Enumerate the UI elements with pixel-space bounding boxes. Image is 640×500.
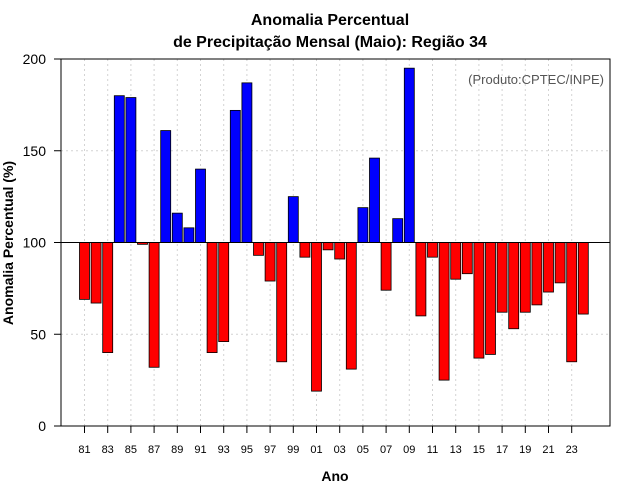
x-tick-label: 05 <box>357 444 369 456</box>
x-tick-label: 23 <box>566 444 578 456</box>
bar-2014 <box>461 242 473 275</box>
bar-2004 <box>345 242 357 370</box>
bar-2003 <box>334 242 346 260</box>
x-tick-label: 03 <box>334 444 346 456</box>
x-tick-label: 87 <box>148 444 160 456</box>
credit-label: (Produto:CPTEC/INPE) <box>468 72 604 87</box>
y-axis-title: Anomalia Percentual (%) <box>0 161 16 325</box>
bar-1998 <box>276 242 288 363</box>
y-tick-label: 100 <box>23 235 47 251</box>
x-tick-label: 09 <box>403 444 415 456</box>
x-tick-label: 11 <box>427 444 438 456</box>
y-tick-label: 150 <box>23 143 47 159</box>
bar-2002 <box>322 242 334 251</box>
x-tick-label: 07 <box>380 444 392 456</box>
x-tick-label: 89 <box>171 444 183 456</box>
x-tick-label: 17 <box>496 444 508 456</box>
x-tick-label: 95 <box>241 444 253 456</box>
bar-2017 <box>496 242 508 313</box>
bar-2012 <box>438 242 450 381</box>
bars <box>79 67 589 392</box>
bar-2018 <box>508 242 520 330</box>
bar-1996 <box>253 242 264 256</box>
bar-2015 <box>473 242 485 359</box>
y-axis: 0 50 100 150 200 <box>23 51 61 434</box>
bar-1989 <box>171 212 183 243</box>
bar-1984 <box>113 95 125 243</box>
bar-2007 <box>380 242 392 291</box>
bar-2005 <box>357 207 369 243</box>
x-tick-label: 97 <box>264 444 276 456</box>
x-tick-label: 91 <box>194 444 206 456</box>
bar-2001 <box>311 242 322 392</box>
x-tick-label: 15 <box>473 444 485 456</box>
bar-1987 <box>148 242 160 368</box>
bar-1991 <box>195 168 206 243</box>
x-tick-label: 13 <box>450 444 462 456</box>
bar-2009 <box>403 67 415 243</box>
bar-2020 <box>531 242 543 306</box>
x-axis-title: Ano <box>321 468 348 484</box>
y-tick-label: 200 <box>23 51 47 67</box>
bar-1997 <box>264 242 276 282</box>
x-tick-label: 83 <box>102 444 114 456</box>
x-tick-label: 93 <box>218 444 230 456</box>
y-tick-label: 0 <box>38 418 46 434</box>
bar-1985 <box>125 97 137 243</box>
bar-1993 <box>218 242 230 342</box>
bar-1981 <box>79 242 90 300</box>
bar-2008 <box>392 218 404 243</box>
x-tick-label: 21 <box>542 444 554 456</box>
bar-2013 <box>450 242 462 280</box>
bar-2016 <box>485 242 496 355</box>
chart-subtitle: de Precipitação Mensal (Maio): Região 34 <box>173 34 487 51</box>
bar-1992 <box>206 242 218 353</box>
x-tick-label: 85 <box>125 444 137 456</box>
x-tick-label: 99 <box>287 444 299 456</box>
bar-2022 <box>554 242 566 284</box>
bar-2021 <box>543 242 554 293</box>
x-tick-label: 19 <box>519 444 531 456</box>
bar-1994 <box>229 109 241 243</box>
x-tick-label: 81 <box>78 444 90 456</box>
bar-1995 <box>241 82 253 243</box>
y-tick-label: 50 <box>30 326 46 342</box>
bar-2000 <box>299 242 311 258</box>
bar-1982 <box>90 242 102 304</box>
bar-1999 <box>287 196 299 243</box>
bar-2010 <box>415 242 427 317</box>
bar-1988 <box>160 130 172 243</box>
bar-2023 <box>566 242 578 363</box>
bar-2019 <box>519 242 531 313</box>
bar-2006 <box>369 157 380 243</box>
chart-title: Anomalia Percentual <box>251 12 409 29</box>
x-axis: 81 83 85 87 89 91 93 95 97 99 01 03 05 07 09 11 13 15 17 19… <box>78 426 578 456</box>
bar-2011 <box>427 242 438 258</box>
x-tick-label: 01 <box>310 444 322 456</box>
bar-1983 <box>102 242 114 353</box>
bar-1990 <box>183 227 195 243</box>
bar-2024 <box>577 242 589 315</box>
